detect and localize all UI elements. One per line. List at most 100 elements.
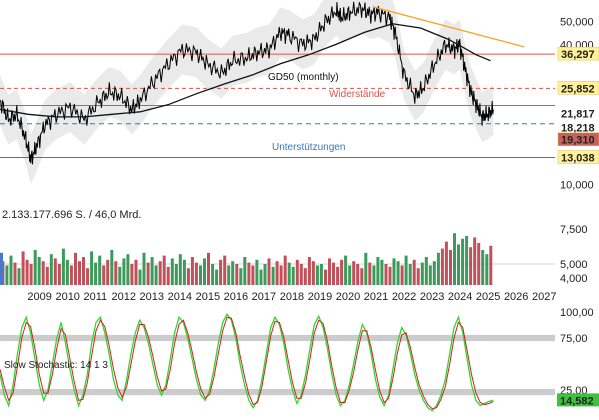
- volume-bar: [247, 262, 251, 285]
- year-tick: 2022: [392, 291, 416, 303]
- volume-bar: [279, 265, 283, 285]
- year-tick: 2015: [196, 291, 220, 303]
- year-tick: 2019: [308, 291, 332, 303]
- year-tick: 2018: [280, 291, 304, 303]
- volume-bar: [295, 259, 299, 285]
- volume-bar: [199, 265, 202, 285]
- volume-bar: [299, 264, 303, 285]
- volume-bar: [412, 259, 416, 285]
- volume-bar: [9, 255, 13, 285]
- volume-bar: [396, 261, 400, 285]
- stoch-value-label: 14,582: [560, 395, 594, 407]
- volume-bar: [303, 268, 307, 285]
- volume-bar: [21, 251, 25, 285]
- volume-bar: [122, 258, 126, 285]
- volume-bar: [106, 259, 110, 285]
- stoch-axis-tick: 100,00: [560, 307, 594, 319]
- volume-bar: [53, 258, 57, 285]
- stoch-axis-tick: 75,00: [560, 333, 588, 345]
- volume-bar: [65, 259, 69, 285]
- volume-bar: [404, 255, 408, 285]
- volume-bar: [356, 264, 360, 285]
- volume-bar: [0, 252, 3, 285]
- stoch-value-box: [557, 393, 599, 407]
- volume-bar: [194, 262, 198, 285]
- volume-bar: [215, 269, 219, 285]
- volume-bar: [263, 264, 267, 285]
- volume-bar: [477, 243, 481, 285]
- volume-bar: [227, 265, 231, 285]
- year-axis: 2009 2010 2011 2012 2013 2014 2015 2016 2017 2018…: [27, 291, 556, 303]
- volume-bar: [336, 266, 340, 285]
- volume-bar: [311, 261, 315, 285]
- year-tick: 2012: [112, 291, 136, 303]
- volume-axis-tick: 4,000: [560, 273, 588, 285]
- price-label-box: [558, 106, 599, 120]
- volume-bar: [231, 261, 235, 285]
- year-tick: 2021: [364, 291, 388, 303]
- volume-bar: [57, 264, 61, 285]
- volume-bar: [372, 265, 376, 285]
- price-level-label: 25,852: [561, 83, 595, 95]
- volume-panel: 7,500 5,000 4,000: [0, 224, 588, 285]
- year-tick: 2014: [168, 291, 192, 303]
- volume-bar: [388, 266, 392, 285]
- volume-bar: [259, 269, 263, 285]
- price-level-label: 18,218: [561, 123, 595, 135]
- volume-bar: [235, 264, 239, 285]
- price-label-box: [557, 46, 599, 61]
- volume-bar: [489, 245, 493, 285]
- year-tick: 2020: [336, 291, 360, 303]
- year-tick: 2027: [532, 291, 556, 303]
- volume-bar: [436, 252, 440, 285]
- volume-bar: [408, 264, 412, 285]
- volume-bar: [424, 257, 428, 285]
- volume-bar: [328, 258, 331, 285]
- year-tick: 2016: [224, 291, 248, 303]
- volume-bar: [469, 247, 473, 285]
- volume-bar: [166, 266, 170, 285]
- volume-bar: [98, 255, 102, 285]
- price-line: [0, 1, 494, 165]
- volume-bar: [170, 258, 174, 285]
- price-level-label: 13,038: [561, 153, 595, 165]
- volume-bar: [5, 265, 9, 285]
- volume-bar: [207, 252, 210, 285]
- price-label-box: [557, 81, 599, 95]
- volume-bar: [457, 244, 460, 285]
- volume-bar: [324, 269, 327, 285]
- volume-bar: [114, 261, 118, 285]
- price-axis-tick: 10,000: [560, 179, 594, 191]
- stoch-k-line: [0, 312, 494, 412]
- stoch-d-line: [0, 316, 494, 410]
- volume-bar: [190, 257, 194, 285]
- volume-bar: [440, 248, 444, 285]
- volume-bar: [465, 236, 469, 285]
- volume-bar: [364, 252, 368, 285]
- volume-bar: [74, 252, 77, 285]
- volume-bar: [239, 268, 243, 285]
- volume-bar: [118, 266, 122, 285]
- volume-bar: [146, 262, 150, 285]
- volume-bar: [223, 255, 227, 285]
- volume-bar: [13, 262, 17, 285]
- volume-bar: [287, 262, 291, 285]
- stochastic-label: Slow Stochastic: 14 1 3: [4, 360, 108, 371]
- volume-bar: [158, 261, 162, 285]
- volume-bar: [340, 259, 344, 285]
- volume-bar: [380, 259, 384, 285]
- volume-bar: [420, 262, 424, 285]
- year-tick: 2010: [55, 291, 79, 303]
- price-level-label: 19,310: [561, 135, 595, 147]
- volume-bar: [130, 264, 134, 285]
- volume-bar: [25, 259, 29, 285]
- price-level-label: 36,297: [561, 49, 595, 61]
- volume-bar: [275, 261, 279, 285]
- volume-bar: [78, 261, 81, 285]
- volume-bar: [102, 265, 106, 285]
- volume-bar: [203, 258, 206, 285]
- volume-bar: [219, 259, 223, 285]
- price-panel: 50,00040,00010,00036,29725,85221,81718,2…: [0, 0, 599, 191]
